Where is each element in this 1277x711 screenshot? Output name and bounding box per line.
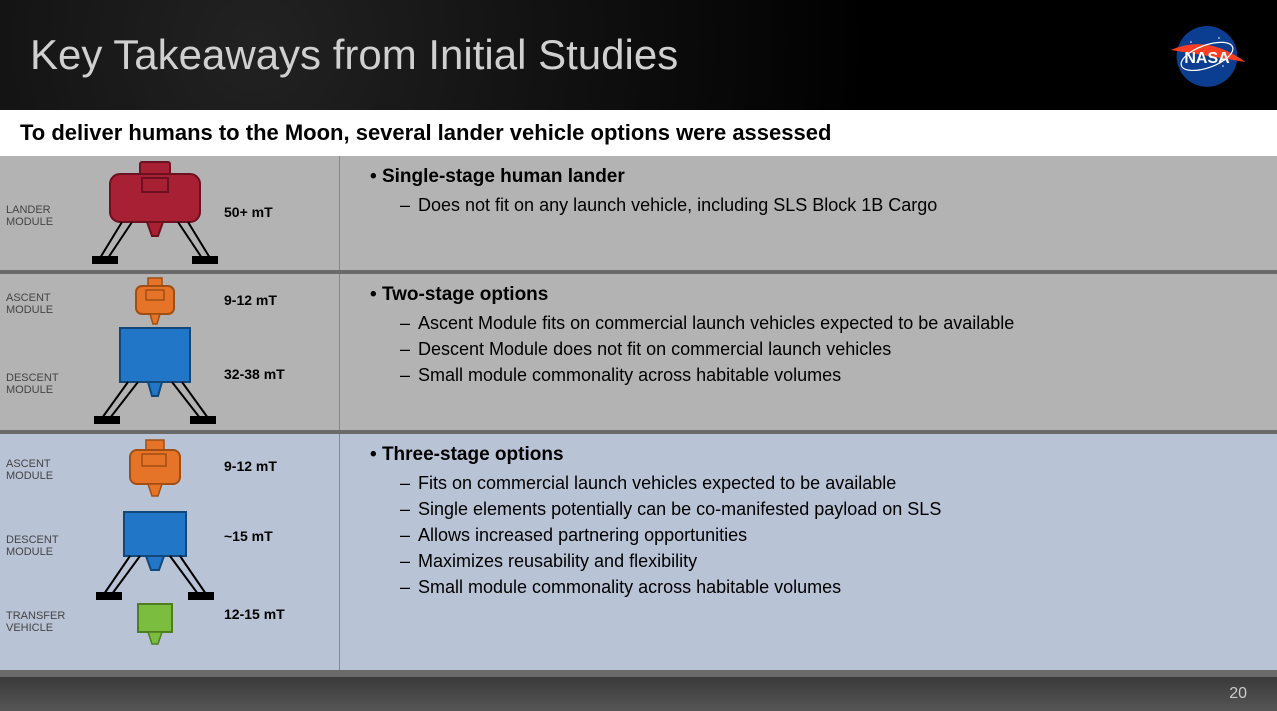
diagram-two-stage: ASCENT MODULE 9-12 mT DESCENT MODULE 32-… bbox=[0, 274, 340, 430]
label-lander-l2: MODULE bbox=[6, 216, 53, 228]
desc-sub-3-2: Allows increased partnering opportunitie… bbox=[370, 522, 1257, 548]
desc-sub-3-3: Maximizes reusability and flexibility bbox=[370, 548, 1257, 574]
label-ascent2-l1: ASCENT bbox=[6, 292, 51, 304]
desc-sub-3-4: Small module commonality across habitabl… bbox=[370, 574, 1257, 600]
option-row-two-stage: ASCENT MODULE 9-12 mT DESCENT MODULE 32-… bbox=[0, 274, 1277, 430]
option-row-three-stage: ASCENT MODULE 9-12 mT DESCENT MODULE ~15… bbox=[0, 434, 1277, 670]
header-bar: Key Takeaways from Initial Studies NASA bbox=[0, 0, 1277, 110]
footer-strip bbox=[0, 677, 1277, 711]
label-descent3-l2: MODULE bbox=[6, 546, 53, 558]
desc-three-stage: Three-stage options Fits on commercial l… bbox=[340, 434, 1277, 670]
label-descent2-l2: MODULE bbox=[6, 384, 53, 396]
desc-sub-2-1: Descent Module does not fit on commercia… bbox=[370, 336, 1257, 362]
option-row-single-stage: LANDER MODULE 50+ mT Single-stage human … bbox=[0, 156, 1277, 270]
slide-title: Key Takeaways from Initial Studies bbox=[30, 31, 678, 79]
three-stage-icon bbox=[80, 436, 240, 666]
desc-sub-3-1: Single elements potentially can be co-ma… bbox=[370, 496, 1257, 522]
desc-sub-2-2: Small module commonality across habitabl… bbox=[370, 362, 1257, 388]
nasa-logo-icon: NASA bbox=[1167, 18, 1247, 88]
label-ascent3-l1: ASCENT bbox=[6, 458, 51, 470]
desc-sub-1-0: Does not fit on any launch vehicle, incl… bbox=[370, 192, 1257, 218]
lander-icon bbox=[80, 158, 240, 268]
label-descent2-l1: DESCENT bbox=[6, 372, 59, 384]
label-descent3-l1: DESCENT bbox=[6, 534, 59, 546]
slide-subtitle: To deliver humans to the Moon, several l… bbox=[0, 110, 1277, 156]
desc-two-stage: Two-stage options Ascent Module fits on … bbox=[340, 274, 1277, 430]
desc-single-stage: Single-stage human lander Does not fit o… bbox=[340, 156, 1277, 270]
desc-sub-2-0: Ascent Module fits on commercial launch … bbox=[370, 310, 1257, 336]
page-number: 20 bbox=[1229, 685, 1247, 703]
desc-title-3: Three-stage options bbox=[370, 444, 1257, 466]
desc-title-2: Two-stage options bbox=[370, 284, 1257, 306]
desc-title-1: Single-stage human lander bbox=[370, 166, 1257, 188]
desc-sub-3-0: Fits on commercial launch vehicles expec… bbox=[370, 470, 1257, 496]
label-lander-l1: LANDER bbox=[6, 204, 51, 216]
label-transfer3-l2: VEHICLE bbox=[6, 622, 53, 634]
two-stage-icon bbox=[80, 274, 240, 430]
diagram-three-stage: ASCENT MODULE 9-12 mT DESCENT MODULE ~15… bbox=[0, 434, 340, 670]
label-ascent2-l2: MODULE bbox=[6, 304, 53, 316]
diagram-single-stage: LANDER MODULE 50+ mT bbox=[0, 156, 340, 270]
label-ascent3-l2: MODULE bbox=[6, 470, 53, 482]
svg-text:NASA: NASA bbox=[1184, 50, 1230, 67]
label-transfer3-l1: TRANSFER bbox=[6, 610, 65, 622]
